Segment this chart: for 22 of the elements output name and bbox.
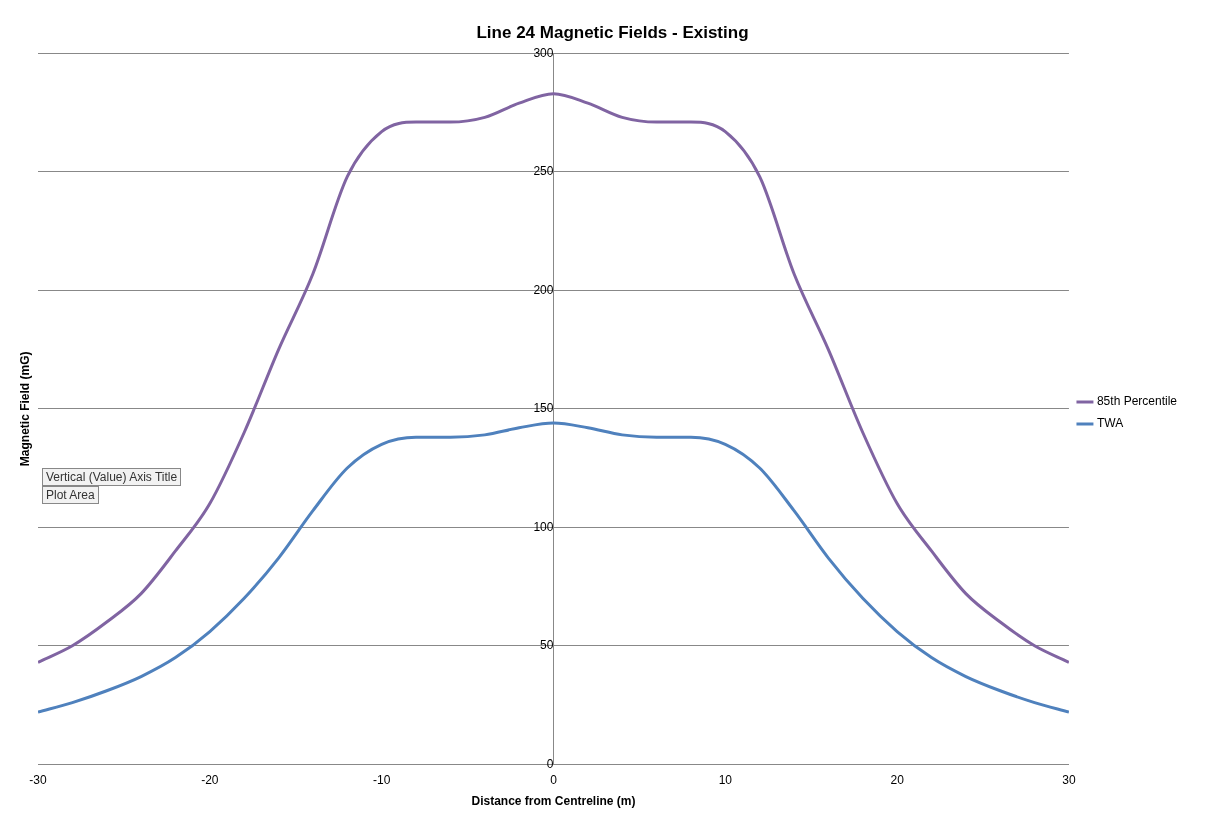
x-tick-label: 20 bbox=[890, 772, 905, 787]
x-tick-label: -30 bbox=[29, 772, 47, 787]
x-axis-title: Distance from Centreline (m) bbox=[471, 794, 636, 809]
y-tick-label: 300 bbox=[533, 45, 554, 60]
x-tick-label: -20 bbox=[201, 772, 219, 787]
line-series bbox=[38, 421, 1069, 714]
y-tick-label: 0 bbox=[546, 756, 554, 771]
x-tick-label: 30 bbox=[1062, 772, 1076, 787]
annotation: Vertical (Value) Axis Title bbox=[42, 468, 182, 486]
y-tick-label: 150 bbox=[533, 401, 554, 416]
legend-label: 85th Percentile bbox=[1096, 394, 1178, 409]
line-series bbox=[38, 92, 1069, 664]
annotation: Plot Area bbox=[42, 486, 99, 504]
y-tick-label: 100 bbox=[533, 519, 554, 534]
y-tick-label: 200 bbox=[533, 282, 554, 297]
x-tick-label: 10 bbox=[718, 772, 733, 787]
chart-title: Line 24 Magnetic Fields - Existing bbox=[476, 22, 749, 42]
x-tick-label: -10 bbox=[372, 772, 391, 787]
y-tick-label: 50 bbox=[540, 638, 554, 653]
y-axis-title: Magnetic Field (mG) bbox=[18, 351, 33, 467]
legend-label: TWA bbox=[1096, 416, 1124, 431]
y-tick-label: 250 bbox=[533, 164, 554, 179]
